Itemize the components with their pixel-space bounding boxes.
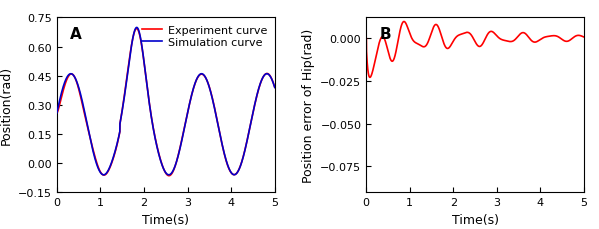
Simulation curve	[184, 112, 191, 114]
Simulation curve	[195, 75, 202, 78]
Simulation curve	[133, 27, 140, 30]
Experiment curve	[137, 37, 144, 39]
Experiment curve	[271, 87, 279, 89]
Simulation curve	[100, 174, 107, 176]
Line: Experiment curve: Experiment curve	[57, 29, 275, 176]
Experiment curve	[195, 75, 202, 78]
Text: B: B	[379, 27, 391, 42]
Simulation curve	[232, 173, 240, 175]
Simulation curve	[137, 36, 144, 38]
X-axis label: Time(s): Time(s)	[452, 213, 498, 226]
Experiment curve	[165, 174, 173, 177]
X-axis label: Time(s): Time(s)	[143, 213, 189, 226]
Experiment curve	[133, 28, 140, 31]
Legend: Experiment curve, Simulation curve: Experiment curve, Simulation curve	[140, 24, 269, 50]
Simulation curve	[216, 131, 223, 134]
Simulation curve	[93, 162, 100, 165]
Text: A: A	[70, 27, 81, 42]
Experiment curve	[184, 112, 191, 114]
Experiment curve	[216, 131, 223, 134]
Experiment curve	[232, 173, 240, 175]
Simulation curve	[53, 112, 60, 114]
Experiment curve	[53, 112, 60, 114]
Experiment curve	[93, 161, 100, 164]
Simulation curve	[271, 87, 279, 89]
Y-axis label: Position error of Hip(rad): Position error of Hip(rad)	[302, 29, 314, 182]
Line: Simulation curve: Simulation curve	[57, 28, 275, 175]
Y-axis label: Position(rad): Position(rad)	[0, 66, 13, 145]
